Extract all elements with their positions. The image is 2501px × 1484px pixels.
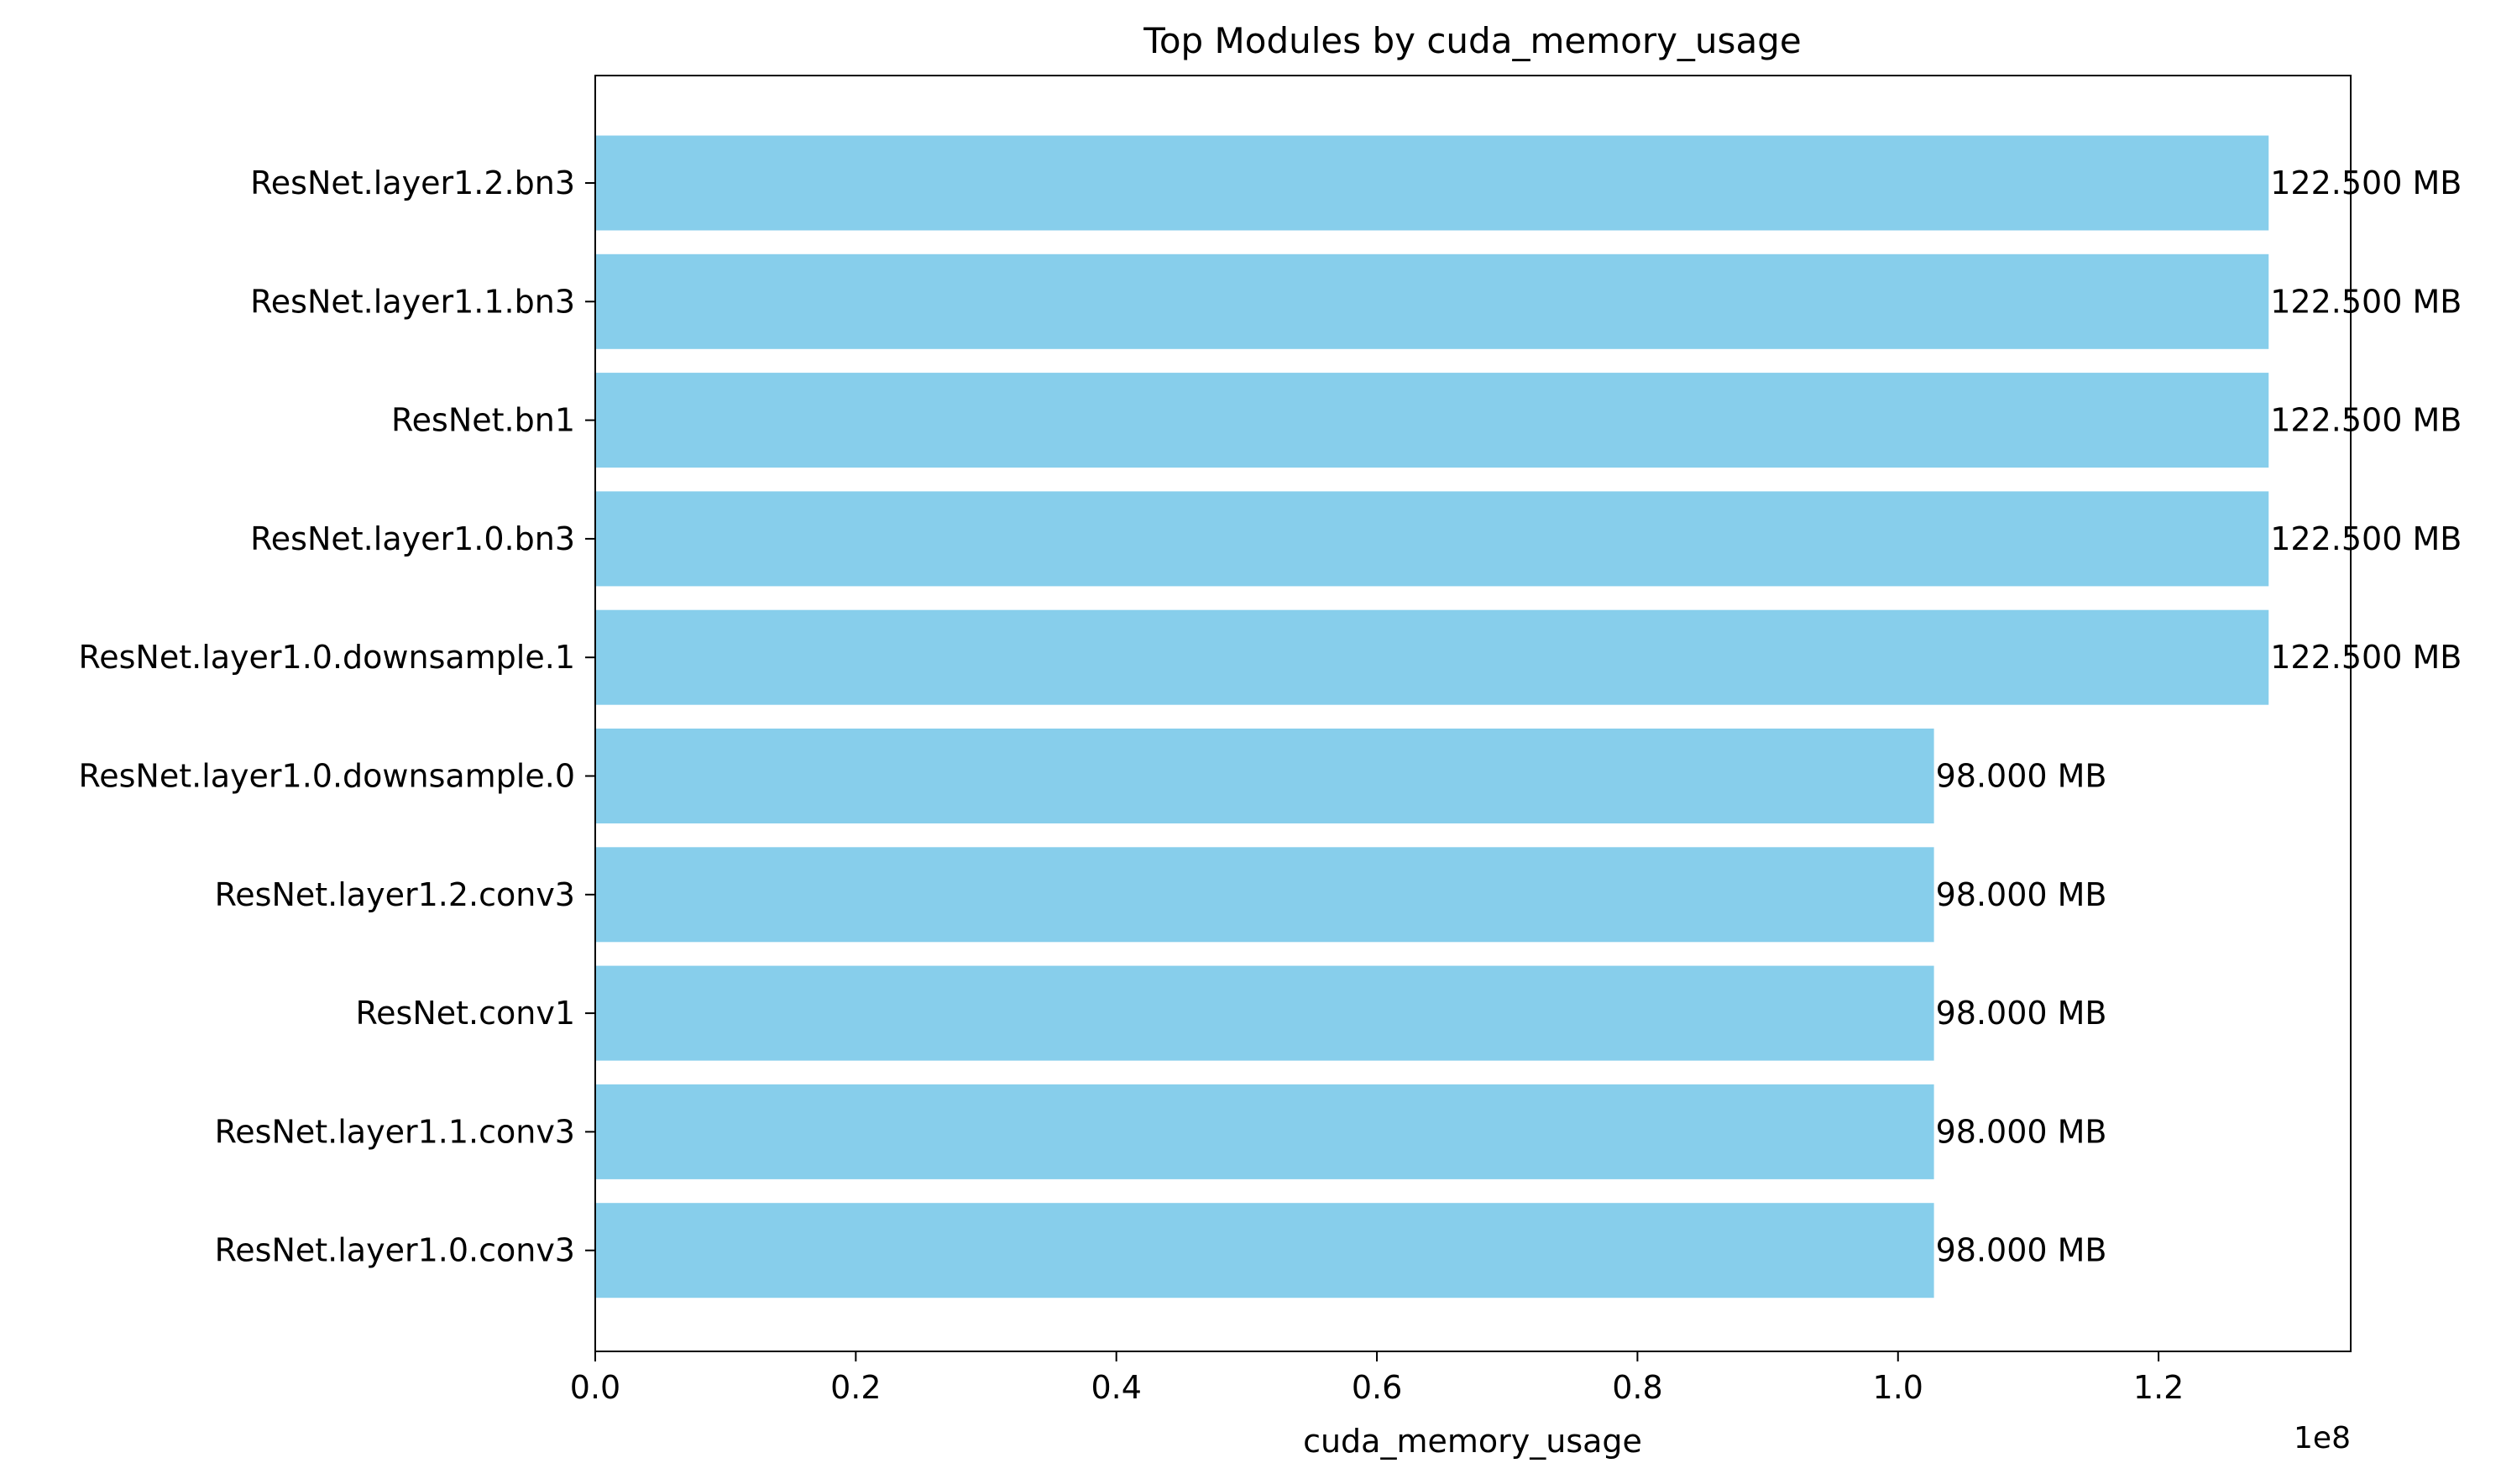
bar-data-label: 98.000 MB (1936, 1232, 2107, 1269)
y-tick-label: ResNet.layer1.0.bn3 (250, 520, 575, 557)
x-tick-label: 0.6 (1352, 1369, 1402, 1406)
bar-data-label: 122.500 MB (2270, 402, 2462, 439)
bar-data-label: 98.000 MB (1936, 758, 2107, 795)
bar (595, 135, 2269, 231)
y-tick-label: ResNet.layer1.1.conv3 (215, 1113, 575, 1150)
bars-layer (595, 135, 2269, 1298)
bar (595, 491, 2269, 587)
x-tick-label: 1.2 (2133, 1369, 2184, 1406)
bar-data-label: 98.000 MB (1936, 876, 2107, 913)
x-tick-label: 0.0 (570, 1369, 620, 1406)
x-axis: 0.0 0.2 0.4 0.6 0.8 1.0 1.2 (570, 1351, 2184, 1406)
y-tick-label: ResNet.layer1.2.conv3 (215, 876, 575, 913)
y-axis: ResNet.layer1.2.bn3 ResNet.layer1.1.bn3 Re… (79, 165, 595, 1269)
bar (595, 609, 2269, 705)
bar-data-label: 98.000 MB (1936, 1113, 2107, 1150)
data-labels: 122.500 MB 122.500 MB 122.500 MB 122.500 MB… (1936, 165, 2462, 1269)
x-tick-label: 0.8 (1612, 1369, 1662, 1406)
x-axis-label: cuda_memory_usage (1303, 1423, 1642, 1460)
bar (595, 729, 1934, 823)
bar (595, 847, 1934, 943)
bar-data-label: 122.500 MB (2270, 639, 2462, 676)
y-tick-label: ResNet.bn1 (391, 402, 575, 439)
y-tick-label: ResNet.conv1 (355, 995, 575, 1032)
bar (595, 1084, 1934, 1179)
bar-data-label: 122.500 MB (2270, 165, 2462, 201)
bar-data-label: 98.000 MB (1936, 995, 2107, 1032)
bar (595, 373, 2269, 468)
chart-title: Top Modules by cuda_memory_usage (1143, 20, 1801, 61)
x-tick-label: 0.2 (830, 1369, 881, 1406)
bar (595, 965, 1934, 1061)
y-tick-label: ResNet.layer1.0.downsample.0 (79, 758, 575, 795)
x-axis-offset-label: 1e8 (2294, 1421, 2351, 1455)
y-tick-label: ResNet.layer1.0.conv3 (215, 1232, 575, 1269)
plot-frame (594, 75, 2352, 1352)
y-tick-label: ResNet.layer1.0.downsample.1 (79, 639, 575, 676)
bar-data-label: 122.500 MB (2270, 520, 2462, 557)
y-tick-label: ResNet.layer1.1.bn3 (250, 283, 575, 320)
bar-data-label: 122.500 MB (2270, 283, 2462, 320)
bar (595, 1203, 1934, 1298)
bar (595, 253, 2269, 349)
x-tick-label: 0.4 (1091, 1369, 1141, 1406)
x-tick-label: 1.0 (1873, 1369, 1923, 1406)
y-tick-label: ResNet.layer1.2.bn3 (250, 165, 575, 201)
